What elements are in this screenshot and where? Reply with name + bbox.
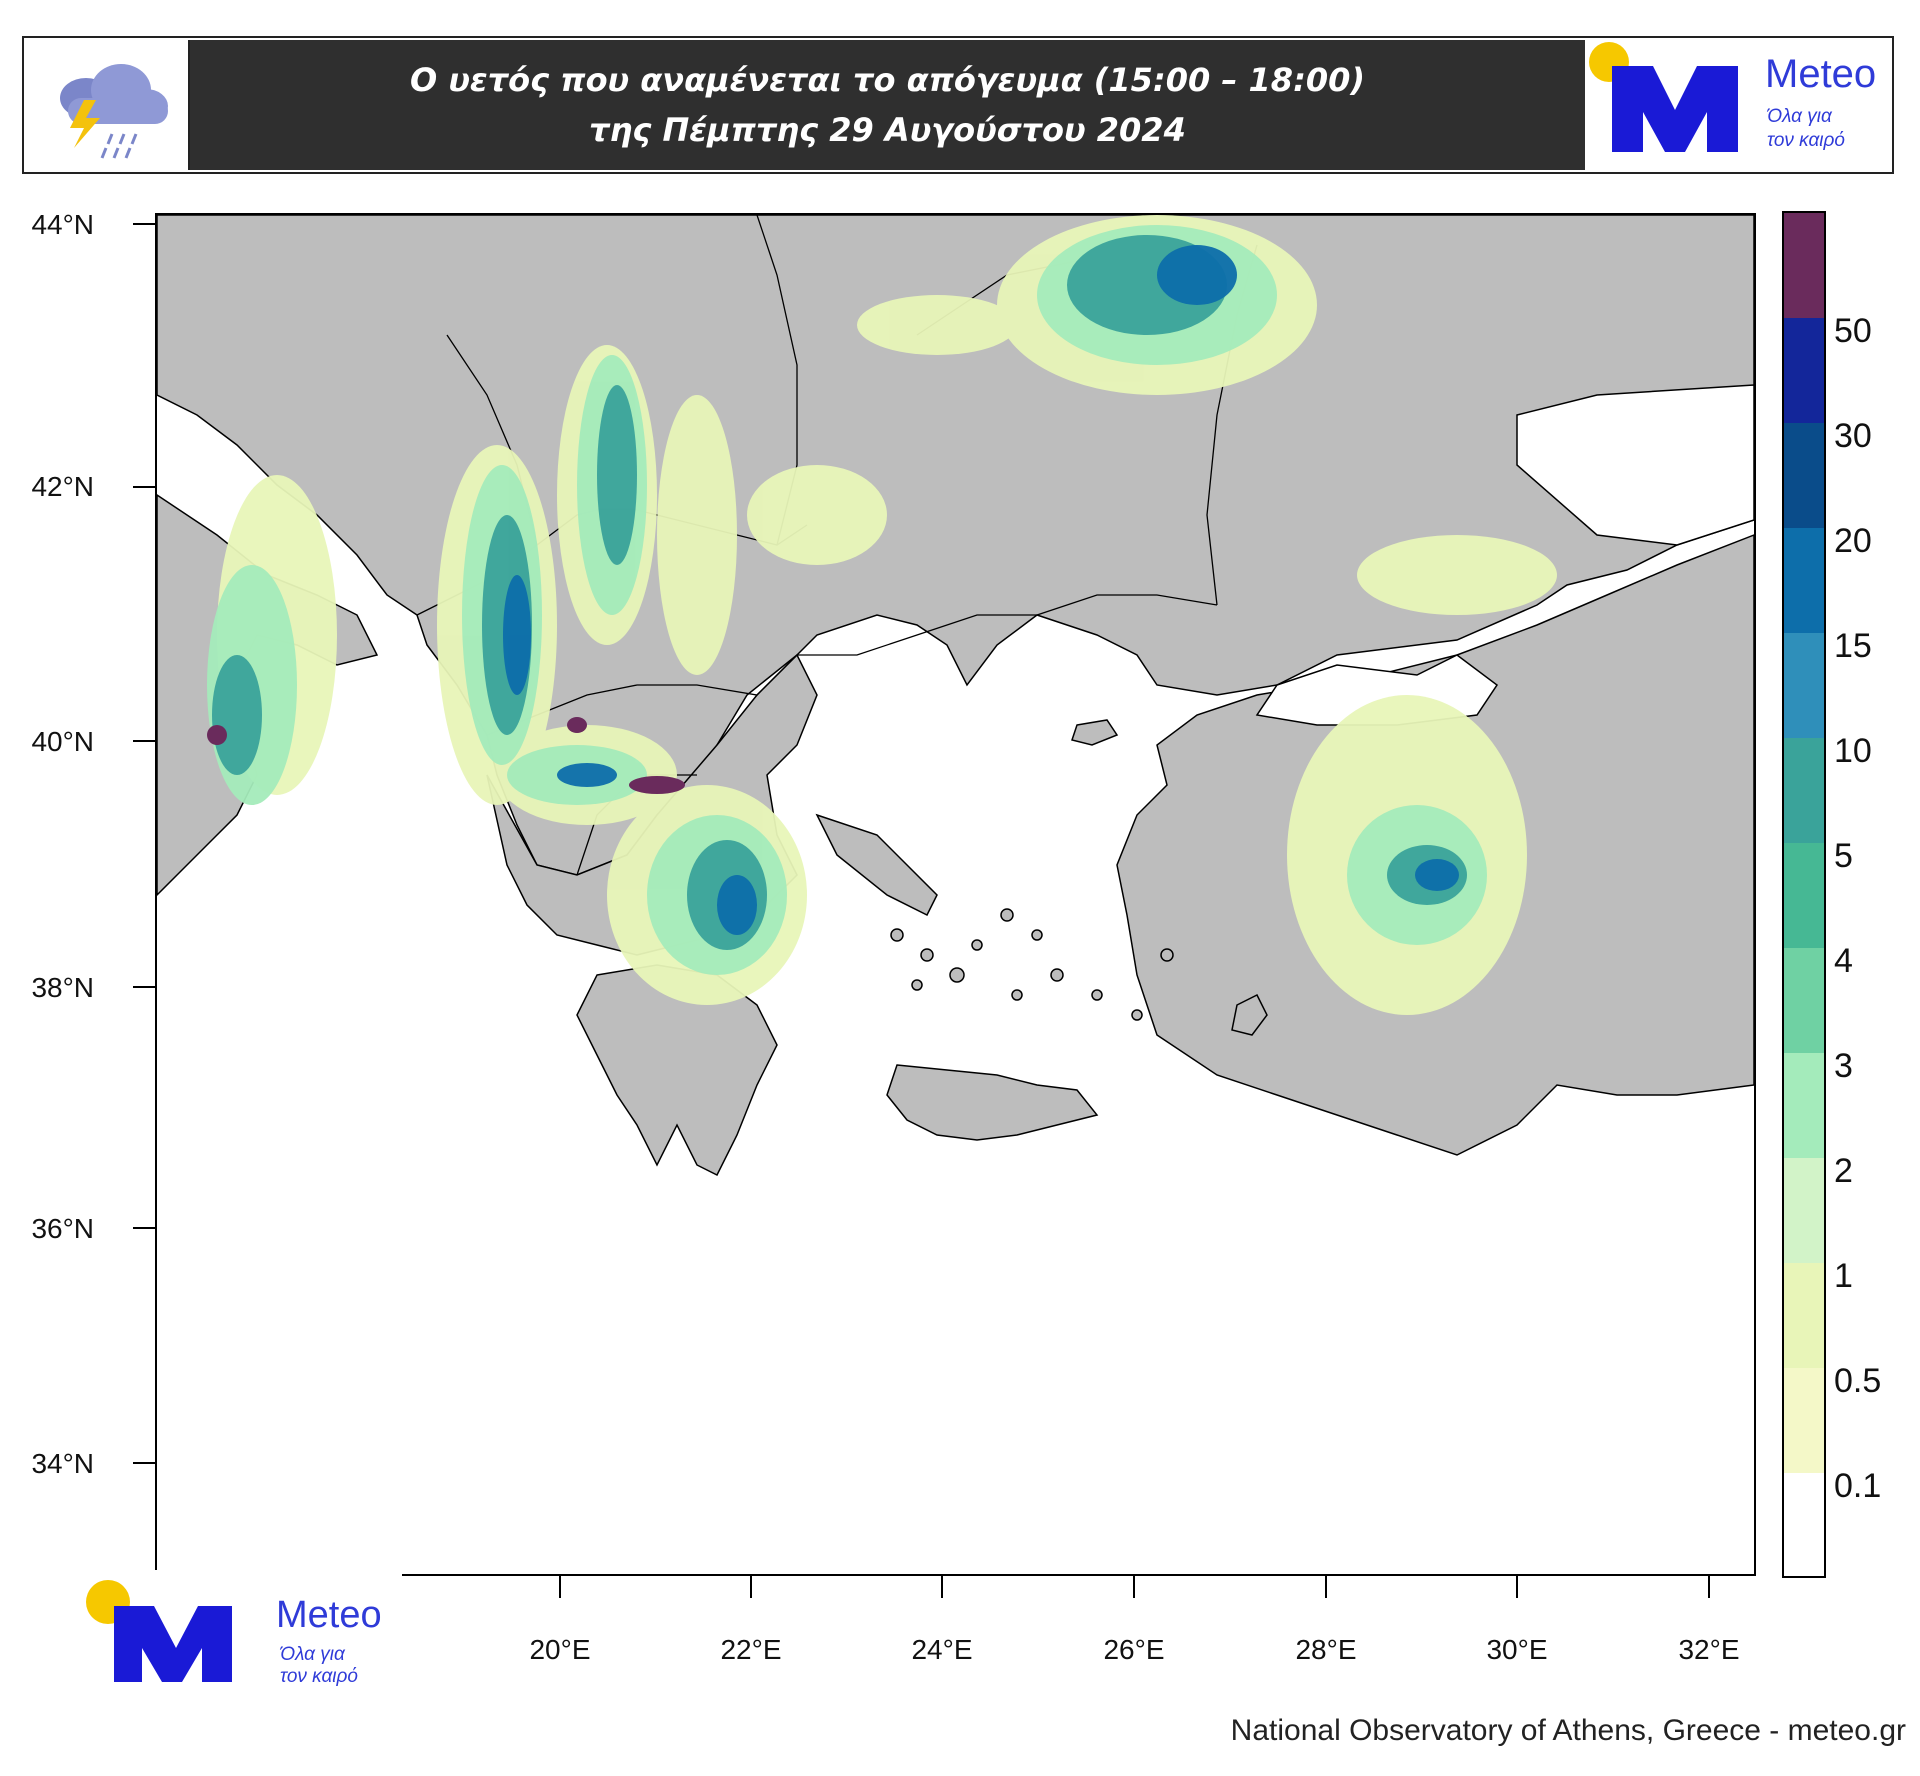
cb-label-5: 5 <box>1834 837 1853 875</box>
cb-label-30: 30 <box>1834 417 1872 455</box>
lon-tick-32 <box>1708 1576 1710 1598</box>
lon-tick-26 <box>1133 1576 1135 1598</box>
lon-label-20: 20°E <box>529 1634 591 1665</box>
lon-label-30: 30°E <box>1486 1634 1548 1665</box>
header-banner: Ο υετός που αναμένεται το απόγευμα (15:0… <box>22 36 1894 174</box>
lat-label-38: 38°N <box>31 972 94 1003</box>
bottom-logo-tagline-1: Όλα για <box>280 1644 345 1665</box>
title-line-2: της Πέμπτης 29 Αυγούστου 2024 <box>589 111 1186 149</box>
cb-seg-3 <box>1784 1158 1824 1263</box>
lat-label-42: 42°N <box>31 471 94 502</box>
cb-seg-1 <box>1784 1368 1824 1473</box>
lon-label-26: 26°E <box>1103 1634 1165 1665</box>
colorbar <box>1782 211 1826 1578</box>
logo-name: Meteo <box>1765 52 1877 96</box>
map-svg <box>157 215 1754 1177</box>
lat-tick-38 <box>133 986 155 988</box>
bottom-logo-tagline-2: τον καιρό <box>280 1666 358 1687</box>
cb-label-2: 2 <box>1834 1152 1853 1190</box>
cb-label-4: 4 <box>1834 942 1853 980</box>
title-line-1: Ο υετός που αναμένεται το απόγευμα (15:0… <box>409 61 1366 99</box>
cb-seg-11 <box>1784 318 1824 423</box>
cb-seg-10 <box>1784 423 1824 528</box>
lat-label-36: 36°N <box>31 1213 94 1244</box>
cb-seg-4 <box>1784 1053 1824 1158</box>
lon-tick-24 <box>941 1576 943 1598</box>
cb-seg-7 <box>1784 738 1824 843</box>
cb-label-10: 10 <box>1834 732 1872 770</box>
cb-seg-9 <box>1784 528 1824 633</box>
cb-label-0-1: 0.1 <box>1834 1467 1882 1505</box>
cb-seg-2 <box>1784 1263 1824 1368</box>
logo-tagline-2: τον καιρό <box>1767 130 1845 151</box>
lon-label-32: 32°E <box>1678 1634 1740 1665</box>
lat-tick-36 <box>133 1227 155 1229</box>
lat-tick-42 <box>133 486 155 488</box>
lon-tick-28 <box>1325 1576 1327 1598</box>
credit-text: National Observatory of Athens, Greece -… <box>1230 1714 1906 1747</box>
cb-label-50: 50 <box>1834 312 1872 350</box>
lat-tick-44 <box>133 223 155 225</box>
lon-tick-30 <box>1516 1576 1518 1598</box>
meteo-logo: Meteo Όλα για τον καιρό <box>1587 40 1890 170</box>
lat-label-40: 40°N <box>31 726 94 757</box>
cb-seg-0 <box>1784 1473 1824 1576</box>
lon-tick-22 <box>750 1576 752 1598</box>
precipitation-overlay <box>207 215 1557 1015</box>
cb-label-15: 15 <box>1834 627 1872 665</box>
header-title: Ο υετός που αναμένεται το απόγευμα (15:0… <box>190 40 1585 170</box>
logo-tagline-1: Όλα για <box>1767 106 1832 127</box>
storm-cloud-icon <box>26 40 190 170</box>
cb-label-20: 20 <box>1834 522 1872 560</box>
lat-label-34: 34°N <box>31 1448 94 1479</box>
lon-tick-20 <box>559 1576 561 1598</box>
lat-label-44: 44°N <box>31 209 94 240</box>
bottom-meteo-logo: Meteo Όλα για τον καιρό <box>82 1570 402 1690</box>
lat-tick-40 <box>133 740 155 742</box>
lon-label-24: 24°E <box>911 1634 973 1665</box>
cb-seg-8 <box>1784 633 1824 738</box>
precipitation-map <box>155 213 1756 1576</box>
cb-seg-6 <box>1784 843 1824 948</box>
cb-seg-5 <box>1784 948 1824 1053</box>
cb-label-0-5: 0.5 <box>1834 1362 1882 1400</box>
land-masses <box>157 215 1754 1177</box>
cb-seg-12 <box>1784 213 1824 318</box>
cb-label-1: 1 <box>1834 1257 1853 1295</box>
cb-label-3: 3 <box>1834 1047 1853 1085</box>
lon-label-28: 28°E <box>1295 1634 1357 1665</box>
lat-tick-34 <box>133 1462 155 1464</box>
bottom-logo-name: Meteo <box>276 1594 382 1636</box>
lon-label-22: 22°E <box>720 1634 782 1665</box>
